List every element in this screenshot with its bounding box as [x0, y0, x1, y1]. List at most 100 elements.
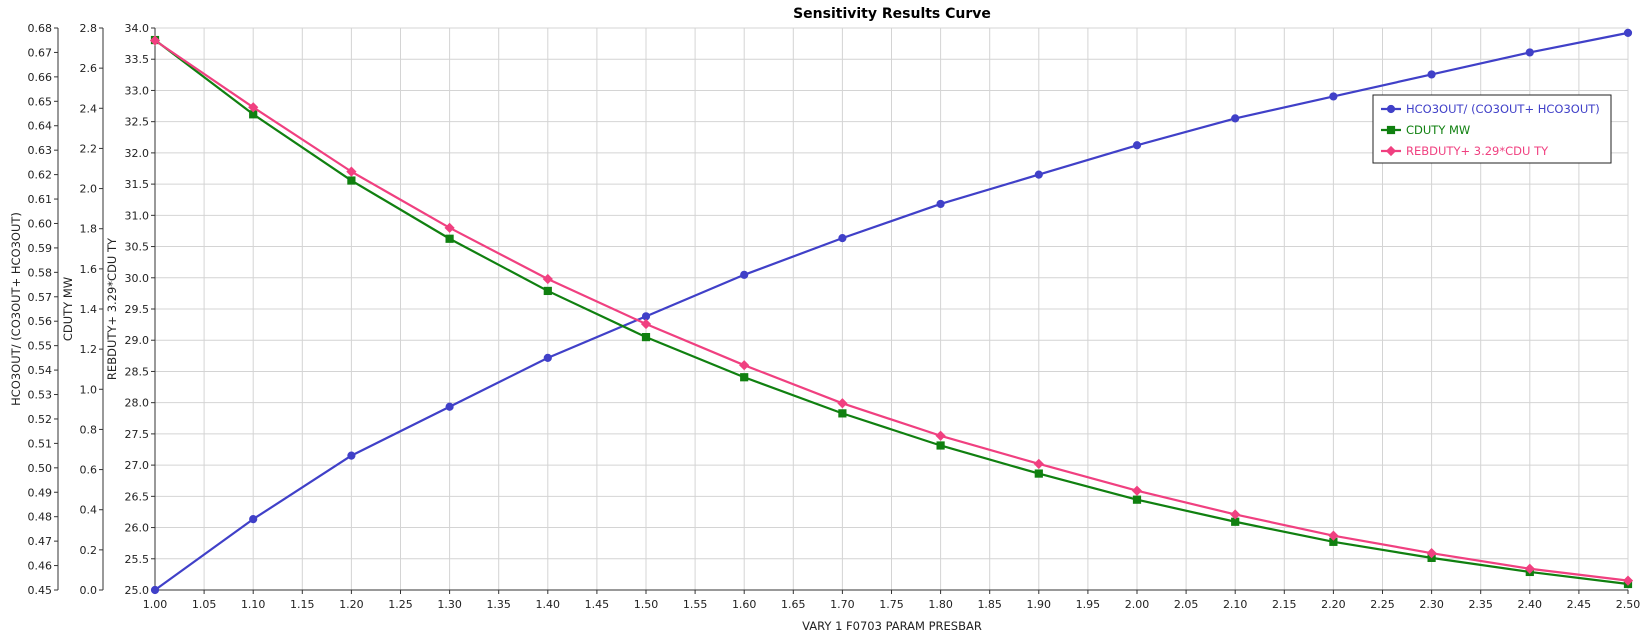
x-tick-label: 2.10	[1223, 598, 1248, 611]
data-point	[838, 234, 847, 243]
legend: HCO3OUT/ (CO3OUT+ HCO3OUT) CDUTY MW REBDUT…	[1372, 94, 1612, 164]
ax1-tick-label: 0.65	[28, 95, 53, 108]
ax2-axis-title: CDUTY MW	[61, 277, 75, 341]
data-point	[149, 35, 161, 46]
ax2-tick-label: 0.2	[80, 544, 98, 557]
ax1-tick-label: 0.59	[28, 242, 53, 255]
data-point	[936, 199, 945, 209]
series-line	[154, 39, 1629, 582]
x-tick-label: 2.35	[1468, 598, 1493, 611]
ax3-tick-label: 31.0	[125, 209, 150, 222]
data-point	[640, 318, 652, 330]
ax1-tick-label: 0.56	[28, 315, 53, 328]
ax2-tick-label: 2.4	[80, 102, 98, 115]
ax1-tick-label: 0.64	[28, 120, 53, 133]
ax1-tick-label: 0.49	[28, 486, 53, 499]
ax1-tick-label: 0.46	[28, 560, 53, 573]
x-tick-label: 2.00	[1125, 598, 1150, 611]
x-tick-label: 1.80	[928, 598, 953, 611]
ax3-tick-label: 34.0	[125, 22, 150, 35]
ax3-tick-label: 27.0	[125, 459, 150, 472]
x-tick-label: 2.05	[1174, 598, 1199, 611]
x-tick-label: 1.65	[781, 598, 806, 611]
ax3-tick-label: 26.0	[125, 522, 150, 535]
ax1-tick-label: 0.55	[28, 340, 53, 353]
ax2-tick-label: 1.4	[80, 303, 98, 316]
ax1-tick-label: 0.48	[28, 511, 53, 524]
ax1-tick-label: 0.62	[28, 169, 53, 182]
ax1-axis-title: HCO3OUT/ (CO3OUT+ HCO3OUT)	[9, 212, 23, 406]
ax1-tick-label: 0.58	[28, 266, 53, 279]
ax3-tick-label: 30.0	[125, 272, 150, 285]
data-point	[837, 398, 848, 409]
legend-entry: CDUTY MW	[1406, 123, 1470, 137]
ax1-tick-label: 0.67	[28, 46, 53, 59]
data-point	[1231, 114, 1240, 123]
x-tick-label: 1.85	[977, 598, 1002, 611]
data-point	[542, 273, 553, 285]
axes: 1.00 1.05 1.10 1.15 1.20 1.25 1.30 1.35 1.40 1.45…	[9, 22, 1640, 611]
x-tick-label: 2.20	[1321, 598, 1346, 611]
ax2-tick-label: 0.0	[80, 584, 98, 597]
ax1-tick-label: 0.53	[28, 389, 53, 402]
series-ax3	[149, 35, 1634, 586]
ax1-tick-label: 0.68	[28, 22, 53, 35]
data-point	[1525, 48, 1534, 57]
x-tick-label: 1.75	[879, 598, 904, 611]
series	[149, 28, 1634, 595]
data-point	[543, 286, 552, 296]
data-point	[249, 515, 258, 524]
legend-marker	[1386, 104, 1396, 114]
data-point	[1524, 563, 1535, 574]
ax2-tick-label: 2.6	[80, 62, 98, 75]
ax2-tick-label: 2.2	[80, 142, 98, 155]
ax3-axis-title: REBDUTY+ 3.29*CDU TY	[105, 237, 119, 380]
x-tick-label: 2.15	[1272, 598, 1297, 611]
x-tick-label: 1.25	[388, 598, 413, 611]
ax3-tick-label: 33.5	[125, 53, 150, 66]
ax3-tick-label: 31.5	[125, 178, 150, 191]
data-point	[1328, 530, 1339, 541]
chart-title: Sensitivity Results Curve	[793, 6, 991, 22]
data-point	[1623, 28, 1633, 37]
data-point	[1132, 495, 1142, 504]
x-tick-label: 1.40	[536, 598, 561, 611]
x-tick-label: 2.45	[1567, 598, 1592, 611]
ax3-tick-label: 25.5	[125, 553, 150, 566]
ax1-tick-label: 0.47	[28, 535, 53, 548]
data-point	[1329, 92, 1338, 101]
ax2-tick-label: 1.8	[80, 223, 98, 236]
data-point	[347, 451, 356, 460]
data-point	[838, 409, 847, 418]
data-point	[1034, 469, 1043, 478]
data-point	[641, 333, 651, 342]
data-point	[1426, 548, 1437, 559]
data-point	[1033, 458, 1044, 469]
ax1-tick-label: 0.57	[28, 291, 53, 304]
data-point	[150, 585, 160, 595]
series-line	[154, 39, 1629, 586]
ax2-tick-label: 1.0	[80, 383, 98, 396]
ax3-tick-label: 28.0	[125, 397, 150, 410]
data-point	[445, 234, 454, 243]
ax1-tick-label: 0.63	[28, 144, 53, 157]
series-ax1	[150, 28, 1633, 595]
ax2-tick-label: 2.0	[80, 183, 98, 196]
ax3-tick-label: 32.0	[125, 147, 150, 160]
x-tick-label: 1.10	[241, 598, 266, 611]
ax3-tick-label: 26.5	[125, 490, 150, 503]
ax1-tick-label: 0.54	[28, 364, 53, 377]
data-point	[1034, 170, 1043, 179]
ax3-tick-label: 25.0	[125, 584, 150, 597]
ax1-tick-label: 0.45	[28, 584, 53, 597]
ax2-tick-label: 0.6	[80, 464, 98, 477]
legend-marker	[1386, 125, 1396, 135]
x-tick-label: 1.60	[732, 598, 757, 611]
series-line	[154, 31, 1629, 591]
x-tick-label: 2.30	[1419, 598, 1444, 611]
x-tick-label: 1.00	[143, 598, 168, 611]
ax3-tick-label: 29.5	[125, 303, 150, 316]
x-tick-label: 1.05	[192, 598, 217, 611]
x-tick-label: 1.15	[290, 598, 315, 611]
ax1-tick-label: 0.50	[28, 462, 53, 475]
